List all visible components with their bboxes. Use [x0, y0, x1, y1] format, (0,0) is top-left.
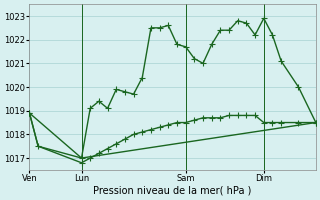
X-axis label: Pression niveau de la mer( hPa ): Pression niveau de la mer( hPa )	[93, 186, 252, 196]
